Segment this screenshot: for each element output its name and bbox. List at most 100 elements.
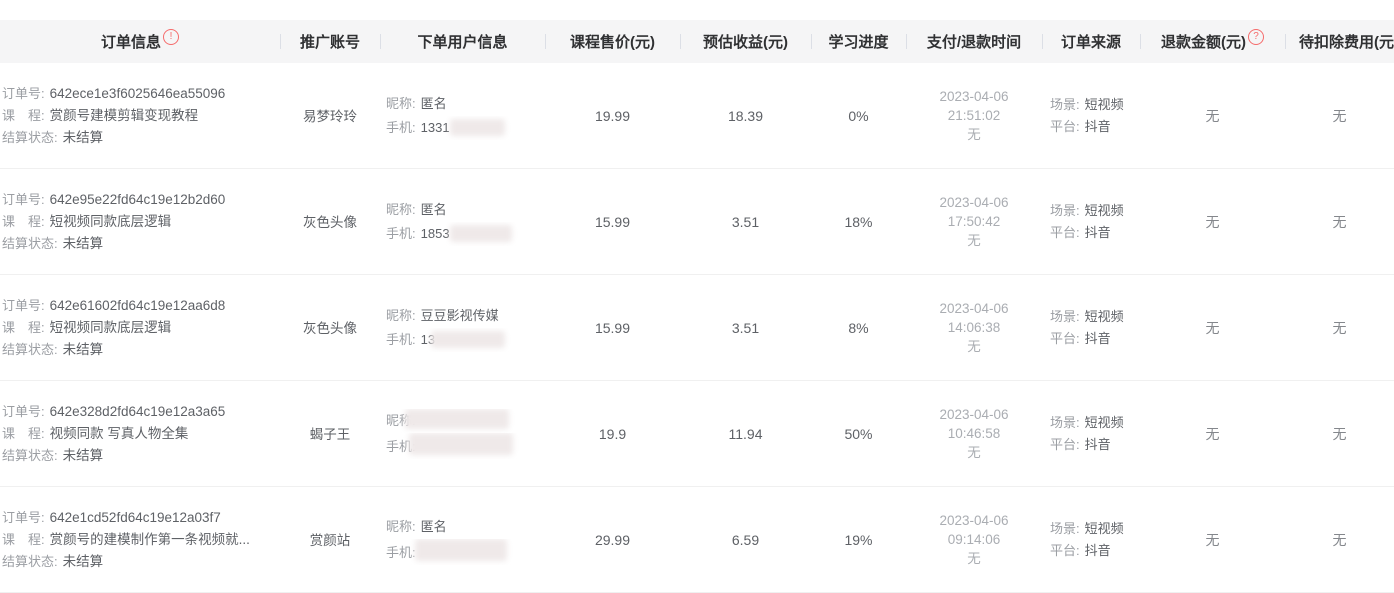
column-header-user-info: 下单用户信息 xyxy=(380,20,545,63)
course-value: 赏颜号的建模制作第一条视频就... xyxy=(49,531,250,547)
refund-time-value: 无 xyxy=(967,445,981,460)
order-no-label: 订单号: xyxy=(2,509,45,525)
deduct-fee-value: 无 xyxy=(1332,425,1347,442)
nickname-value: 豆豆影视传媒 xyxy=(420,307,499,323)
blurred-phone-mosaic xyxy=(449,224,512,242)
deduct-fee-cell: 无 xyxy=(1285,318,1394,338)
scene-label: 场景: xyxy=(1050,202,1080,218)
promoter-name: 灰色头像 xyxy=(303,215,357,230)
deduct-fee-cell: 无 xyxy=(1285,530,1394,550)
price-value: 19.99 xyxy=(594,107,631,124)
platform-label: 平台: xyxy=(1050,436,1080,452)
pay-date-value: 2023-04-06 xyxy=(939,513,1009,528)
nickname-label: 昵称: xyxy=(386,518,416,534)
user-info-cell: 昵称: 豆豆影视传媒 手机: 13 xyxy=(380,304,545,352)
order-no-line: 订单号: 642e1cd52fd64c19e12a03f7 xyxy=(2,507,280,529)
scene-value: 短视频 xyxy=(1084,96,1124,112)
user-info-cell: 昵称: 匿名 手机: 1853 xyxy=(380,198,545,246)
pay-date-value: 2023-04-06 xyxy=(939,89,1009,104)
nickname-label: 昵称: xyxy=(386,307,416,323)
pay-refund-time-cell: 2023-04-06 09:14:06 无 xyxy=(906,511,1042,568)
table-row: 订单号: 642ece1e3f6025646ea55096 课 程: 赏颜号建模剪辑… xyxy=(0,63,1394,169)
settle-status-value: 未结算 xyxy=(62,341,104,357)
progress-cell: 8% xyxy=(811,320,906,336)
user-info-cell: 昵称: 匿名 手机: xyxy=(380,515,545,565)
deduct-fee-value: 无 xyxy=(1332,107,1347,124)
scene-line: 场景: 短视频 xyxy=(1050,518,1140,540)
price-value: 15.99 xyxy=(594,213,631,230)
pay-time-value: 17:50:42 xyxy=(947,214,1001,229)
table-row: 订单号: 642e328d2fd64c19e12a3a65 课 程: 视频同款 写真… xyxy=(0,381,1394,487)
phone-line: 手机: xyxy=(386,432,545,459)
pay-refund-time-cell: 2023-04-06 17:50:42 无 xyxy=(906,193,1042,250)
phone-label: 手机: xyxy=(386,544,416,560)
question-circle-icon[interactable]: ? xyxy=(1248,28,1264,45)
course-value: 赏颜号建模剪辑变现教程 xyxy=(49,107,199,123)
deduct-fee-cell: 无 xyxy=(1285,212,1394,232)
blurred-phone-mosaic xyxy=(414,538,507,561)
user-info-cell: 昵称: 匿名 手机: 1331 xyxy=(380,92,545,140)
order-no-line: 订单号: 642e328d2fd64c19e12a3a65 xyxy=(2,401,280,423)
nickname-line: 昵称: 豆豆影视传媒 xyxy=(386,304,545,328)
course-line: 课 程: 短视频同款底层逻辑 xyxy=(2,211,280,233)
price-value: 29.99 xyxy=(594,531,631,548)
blurred-phone-mosaic xyxy=(449,118,505,136)
scene-label: 场景: xyxy=(1050,308,1080,324)
deduct-fee-value: 无 xyxy=(1332,213,1347,230)
revenue-value: 3.51 xyxy=(731,213,760,230)
column-header-promoter: 推广账号 xyxy=(280,20,380,63)
phone-value: 1331 xyxy=(420,119,450,135)
order-no-line: 订单号: 642e95e22fd64c19e12b2d60 xyxy=(2,189,280,211)
order-source-cell: 场景: 短视频 平台: 抖音 xyxy=(1042,306,1140,350)
table-row: 订单号: 642e1cd52fd64c19e12a03f7 课 程: 赏颜号的建模制… xyxy=(0,487,1394,593)
user-info-header-label: 下单用户信息 xyxy=(417,34,508,51)
promoter-header-label: 推广账号 xyxy=(299,34,360,51)
settle-status-line: 结算状态: 未结算 xyxy=(2,233,280,255)
table-row: 订单号: 642e95e22fd64c19e12b2d60 课 程: 短视频同款底层… xyxy=(0,169,1394,275)
order-source-cell: 场景: 短视频 平台: 抖音 xyxy=(1042,518,1140,562)
refund-time-value: 无 xyxy=(967,127,981,142)
progress-value: 8% xyxy=(848,319,869,336)
promoter-cell: 易梦玲玲 xyxy=(280,105,380,126)
phone-line: 手机: 13 xyxy=(386,328,545,352)
deduct-fee-header-label: 待扣除费用(元) xyxy=(1299,34,1394,51)
nickname-label: 昵称: xyxy=(386,95,416,111)
pay-time-value: 14:06:38 xyxy=(947,320,1001,335)
course-label: 课 程: xyxy=(2,319,45,335)
settle-status-value: 未结算 xyxy=(62,129,104,145)
phone-label: 手机: xyxy=(386,331,416,347)
settle-status-label: 结算状态: xyxy=(2,235,58,251)
settle-status-label: 结算状态: xyxy=(2,553,58,569)
order-no-value: 642e1cd52fd64c19e12a03f7 xyxy=(49,509,221,525)
course-label: 课 程: xyxy=(2,107,45,123)
revenue-cell: 3.51 xyxy=(680,320,811,336)
platform-value: 抖音 xyxy=(1084,330,1111,346)
scene-line: 场景: 短视频 xyxy=(1050,306,1140,328)
promoter-cell: 灰色头像 xyxy=(280,317,380,338)
order-no-line: 订单号: 642ece1e3f6025646ea55096 xyxy=(2,83,280,105)
alert-circle-icon[interactable]: ! xyxy=(163,28,179,45)
course-value: 视频同款 写真人物全集 xyxy=(49,425,189,441)
phone-label: 手机: xyxy=(386,119,416,135)
blurred-nickname-mosaic xyxy=(404,408,509,429)
promoter-name: 赏颜站 xyxy=(309,533,351,548)
revenue-value: 18.39 xyxy=(727,107,764,124)
settle-status-value: 未结算 xyxy=(62,553,104,569)
order-no-value: 642ece1e3f6025646ea55096 xyxy=(49,85,226,101)
price-header-label: 课程售价(元) xyxy=(570,34,655,51)
pay-date-value: 2023-04-06 xyxy=(939,301,1009,316)
settle-status-value: 未结算 xyxy=(62,235,104,251)
refund-amount-cell: 无 xyxy=(1140,530,1285,550)
price-cell: 29.99 xyxy=(545,532,680,548)
course-line: 课 程: 赏颜号建模剪辑变现教程 xyxy=(2,105,280,127)
platform-label: 平台: xyxy=(1050,224,1080,240)
promoter-name: 灰色头像 xyxy=(303,321,357,336)
order-source-cell: 场景: 短视频 平台: 抖音 xyxy=(1042,200,1140,244)
course-value: 短视频同款底层逻辑 xyxy=(49,319,172,335)
refund-amount-cell: 无 xyxy=(1140,424,1285,444)
settle-status-line: 结算状态: 未结算 xyxy=(2,127,280,149)
column-header-pay-refund-time: 支付/退款时间 xyxy=(906,20,1042,63)
pay-date-value: 2023-04-06 xyxy=(939,195,1009,210)
revenue-value: 11.94 xyxy=(728,425,763,442)
